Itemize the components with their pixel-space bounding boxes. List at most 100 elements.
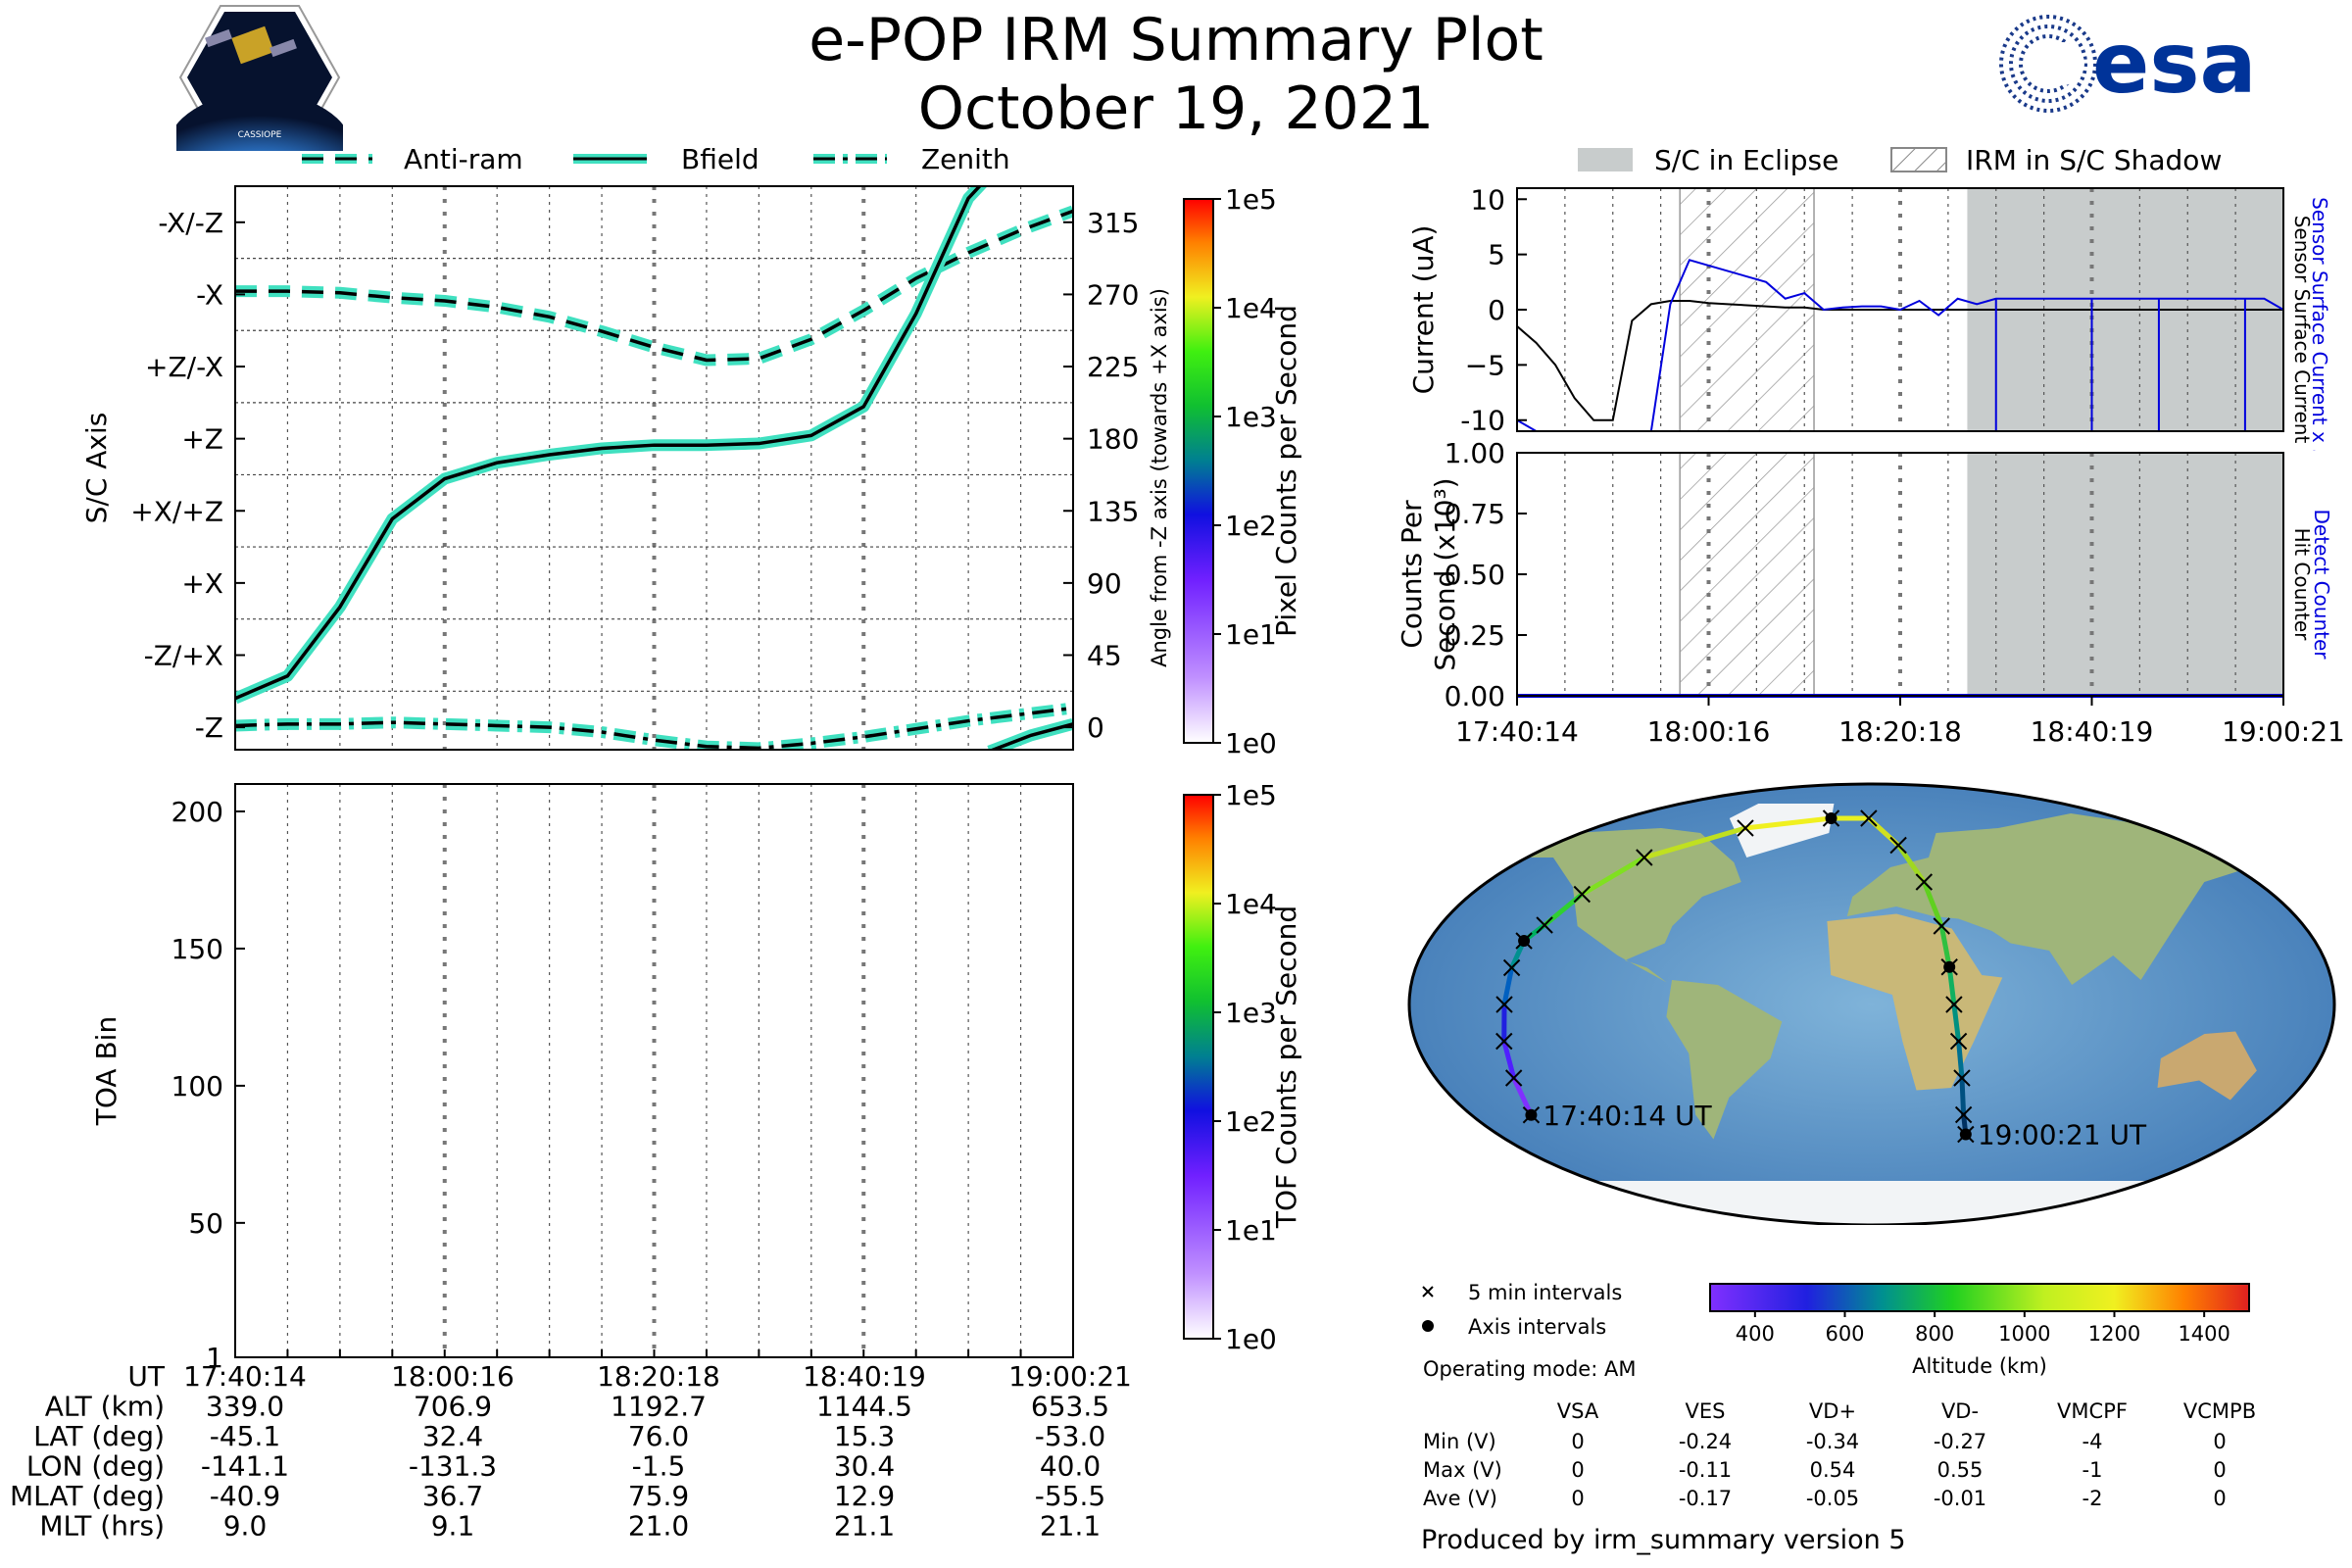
voltage-cell: -4 bbox=[2082, 1430, 2103, 1453]
colorbar-label: Pixel Counts per Second bbox=[1270, 305, 1302, 637]
altitude-tick-label: 1200 bbox=[2088, 1322, 2140, 1346]
map-border bbox=[1407, 782, 2336, 1225]
series-line-bfield-wrap bbox=[988, 722, 1073, 750]
ground-track-segment bbox=[1642, 825, 1748, 860]
legend-5min-label: 5 min intervals bbox=[1468, 1281, 1622, 1304]
info-row-label: MLT (hrs) bbox=[39, 1510, 165, 1543]
voltage-cell: -0.05 bbox=[1806, 1487, 1859, 1510]
info-cell: -141.1 bbox=[201, 1450, 289, 1483]
info-cell: 21.0 bbox=[628, 1510, 689, 1543]
current-chart: -10 −5 0 5 10 Current (uA) Sensor Surface Curr… bbox=[1407, 183, 2331, 451]
voltage-cell: 0 bbox=[2213, 1458, 2226, 1482]
y-tick-label: +Z bbox=[181, 423, 223, 456]
info-cell: 36.7 bbox=[422, 1480, 483, 1512]
counts-chart: 0.00 0.25 0.50 0.75 1.00 17:40:14 18:00:16 18:2… bbox=[1396, 441, 2345, 748]
info-row-label: ALT (km) bbox=[45, 1391, 165, 1423]
voltage-cell: 0 bbox=[1571, 1430, 1584, 1453]
ground-track-segment bbox=[1951, 1002, 1962, 1044]
altitude-tick-label: 600 bbox=[1825, 1322, 1864, 1346]
info-cell: 18:40:19 bbox=[803, 1362, 926, 1393]
esa-logo-text: esa bbox=[2092, 15, 2257, 113]
y-axis-label-2: Second (x10³) bbox=[1429, 477, 1461, 670]
series-line-anti-ram bbox=[235, 209, 1073, 363]
info-cell: -1.5 bbox=[632, 1450, 686, 1483]
x-tick-label: 18:00:16 bbox=[1647, 715, 1771, 748]
axis-interval-marker bbox=[1525, 1108, 1538, 1121]
y2-tick-label: 315 bbox=[1087, 207, 1139, 239]
y-axis-label: Current (uA) bbox=[1407, 225, 1440, 395]
ground-track-segment bbox=[1921, 879, 1944, 929]
voltage-cell: -0.17 bbox=[1679, 1487, 1732, 1510]
voltage-cell: 0 bbox=[1571, 1458, 1584, 1482]
interval-marker bbox=[1536, 916, 1553, 934]
legend-dot-marker bbox=[1422, 1320, 1434, 1332]
info-row-label: LAT (deg) bbox=[33, 1420, 165, 1452]
info-cell: 40.0 bbox=[1040, 1450, 1101, 1483]
ground-track-segment bbox=[1938, 923, 1952, 970]
altitude-tick-label: 800 bbox=[1915, 1322, 1954, 1346]
x-tick-label: 18:20:18 bbox=[1838, 715, 1962, 748]
interval-marker bbox=[1504, 1069, 1523, 1087]
info-cell: 19:00:21 bbox=[1008, 1362, 1132, 1393]
voltage-cell: 0.55 bbox=[1937, 1458, 1984, 1482]
axis-interval-marker bbox=[1825, 812, 1838, 824]
y-tick-label: -X bbox=[196, 278, 223, 311]
y-axis-label: S/C Axis bbox=[80, 413, 113, 524]
axis-interval-marker bbox=[1943, 960, 1956, 973]
colorbar-gradient bbox=[1183, 198, 1214, 744]
y-tick-label: +X bbox=[181, 567, 223, 600]
colorbar-tick-label: 1e2 bbox=[1225, 1105, 1277, 1138]
info-cell: 9.1 bbox=[431, 1510, 475, 1543]
altitude-label: Altitude (km) bbox=[1912, 1354, 2047, 1378]
y2-tick-label: 90 bbox=[1087, 567, 1122, 600]
voltage-cell: -0.24 bbox=[1679, 1430, 1732, 1453]
plot-frame bbox=[234, 185, 1074, 751]
y-axis-label: Counts Per bbox=[1396, 500, 1428, 649]
voltage-header: VMCPF bbox=[2057, 1399, 2128, 1423]
interval-marker bbox=[1636, 849, 1653, 866]
plot-area bbox=[235, 784, 1073, 1357]
south-america bbox=[1666, 980, 1783, 1140]
colorbar-tick-label: 1e1 bbox=[1225, 1214, 1277, 1247]
y-tick-label: 0.25 bbox=[1445, 619, 1505, 652]
y-tick-label: -10 bbox=[1460, 405, 1505, 437]
antarctica bbox=[1492, 1181, 2252, 1225]
voltage-header: VD+ bbox=[1809, 1399, 1856, 1423]
legend-axis-label: Axis intervals bbox=[1468, 1315, 1606, 1339]
cassiope-logo-text: CASSIOPE bbox=[238, 130, 282, 140]
y-tick-label: 5 bbox=[1488, 239, 1505, 271]
y2-tick-label: 225 bbox=[1087, 351, 1139, 383]
info-cell: 75.9 bbox=[628, 1480, 689, 1512]
axis-interval-marker bbox=[1959, 1128, 1972, 1141]
colorbar-tick-label: 1e4 bbox=[1225, 292, 1277, 324]
legend-anti-ram: Anti-ram bbox=[302, 143, 523, 175]
altitude-tick-label: 1000 bbox=[1998, 1322, 2050, 1346]
y-tick-label: 10 bbox=[1470, 183, 1505, 216]
y-tick-label: 1 bbox=[206, 1342, 223, 1374]
interval-marker bbox=[1933, 917, 1950, 935]
y2-tick-label: 180 bbox=[1087, 423, 1139, 456]
y2-tick-label: 135 bbox=[1087, 495, 1139, 527]
north-america bbox=[1495, 828, 1741, 983]
info-cell: 15.3 bbox=[834, 1420, 895, 1452]
voltage-cell: -2 bbox=[2082, 1487, 2103, 1510]
x-tick-label: 17:40:14 bbox=[1455, 715, 1579, 748]
voltage-cell: 0 bbox=[2213, 1430, 2226, 1453]
map-legend: 5 min intervals Axis intervals 400 600 800 10… bbox=[1422, 1281, 2250, 1378]
y-tick-label: 0 bbox=[1488, 294, 1505, 326]
ground-track-segment bbox=[1742, 815, 1835, 831]
info-cell: 76.0 bbox=[628, 1420, 689, 1452]
ground-track-segment bbox=[1959, 1075, 1967, 1117]
y-tick-label: 200 bbox=[172, 796, 223, 828]
altitude-tick-label: 400 bbox=[1736, 1322, 1775, 1346]
legend-shadow-swatch bbox=[1890, 147, 1947, 172]
info-cell: 1144.5 bbox=[816, 1391, 912, 1423]
footer-text: Produced by irm_summary version 5 bbox=[1421, 1525, 1906, 1555]
track-start-label: 17:40:14 UT bbox=[1543, 1100, 1712, 1132]
interval-marker bbox=[1954, 1105, 1973, 1124]
y-tick-label: 100 bbox=[172, 1070, 223, 1102]
series-line-sensor-current-x5 bbox=[1517, 259, 2283, 431]
info-row-label: LON (deg) bbox=[26, 1450, 165, 1483]
colorbar-tick-label: 1e1 bbox=[1225, 618, 1277, 651]
